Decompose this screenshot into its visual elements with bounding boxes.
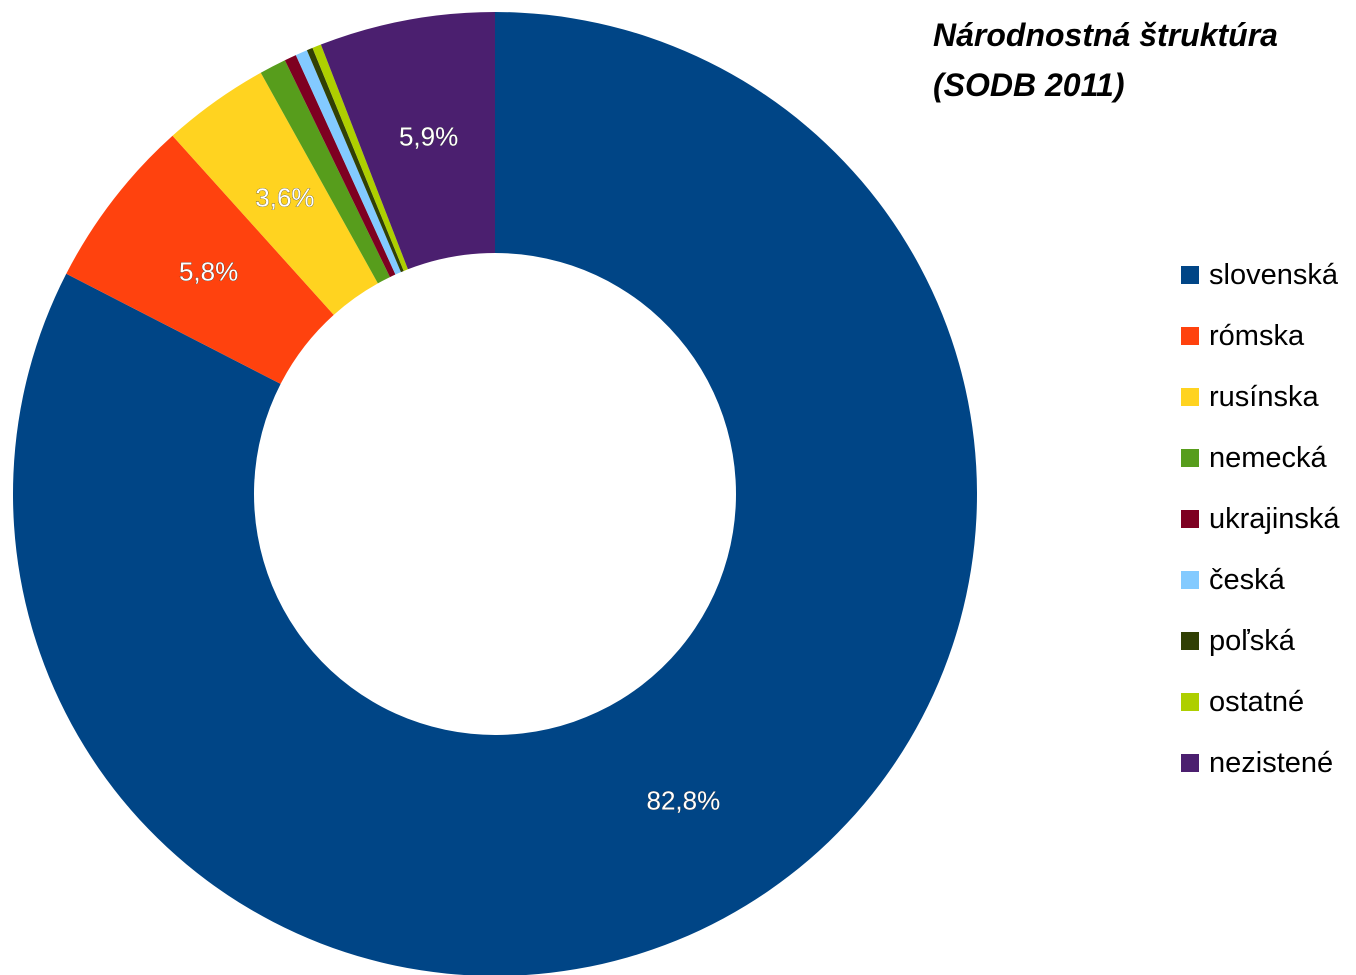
slice-slovenská bbox=[13, 12, 977, 975]
legend-label: nemecká bbox=[1209, 442, 1327, 474]
legend-label: poľská bbox=[1209, 625, 1295, 657]
data-label-rómska: 5,8% bbox=[179, 256, 238, 286]
legend-swatch bbox=[1181, 754, 1199, 772]
legend-swatch bbox=[1181, 693, 1199, 711]
data-label-slovenská: 82,8% bbox=[647, 785, 721, 815]
slice-nemecká bbox=[260, 60, 390, 284]
legend-label: ukrajinská bbox=[1209, 503, 1340, 535]
data-label-rusínska: 3,6% bbox=[255, 183, 314, 213]
legend-label: slovenská bbox=[1209, 259, 1338, 291]
legend-label: rusínska bbox=[1209, 381, 1319, 413]
legend-label: česká bbox=[1209, 564, 1285, 596]
slice-ostatné bbox=[312, 44, 408, 271]
legend-swatch bbox=[1181, 449, 1199, 467]
slice-rusínska bbox=[172, 72, 378, 315]
slice-nezistené bbox=[320, 12, 495, 270]
legend-label: nezistené bbox=[1209, 747, 1334, 779]
slice-česká bbox=[295, 50, 401, 275]
slice-poľská bbox=[306, 47, 404, 273]
legend-swatch bbox=[1181, 327, 1199, 345]
legend-label: ostatné bbox=[1209, 686, 1305, 718]
chart-data-labels: 82,8% 5,8% 3,6% 5,9% bbox=[179, 121, 721, 815]
chart-slices bbox=[13, 12, 977, 975]
legend-label: rómska bbox=[1209, 320, 1305, 352]
chart-title: Národnostná štruktúra bbox=[933, 17, 1278, 53]
data-label-nezistené: 5,9% bbox=[399, 122, 458, 152]
slice-rómska bbox=[66, 135, 334, 384]
legend-swatch bbox=[1181, 388, 1199, 406]
chart-subtitle: (SODB 2011) bbox=[933, 67, 1125, 103]
legend-swatch bbox=[1181, 571, 1199, 589]
legend-swatch bbox=[1181, 510, 1199, 528]
slice-ukrajinská bbox=[284, 55, 396, 278]
legend-swatch bbox=[1181, 632, 1199, 650]
legend-swatch bbox=[1181, 266, 1199, 284]
